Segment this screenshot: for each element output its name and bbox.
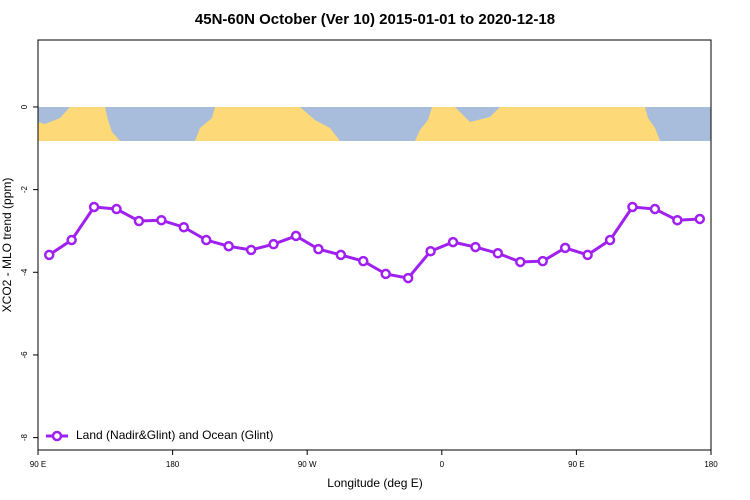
y-tick-label: 0 [20, 104, 29, 109]
x-tick-label: 90 E [568, 460, 584, 469]
point [492, 248, 504, 259]
y-axis-label: XCO2 - MLO trend (ppm) [0, 178, 14, 313]
map-ocean [645, 107, 711, 141]
y-tick-label: -2 [20, 186, 29, 194]
point [582, 249, 593, 261]
legend-label: Land (Nadir&Glint) and Ocean (Glint) [76, 428, 273, 442]
point [335, 249, 347, 261]
point [380, 268, 391, 280]
x-tick-label: 90 E [30, 460, 46, 469]
point [672, 214, 683, 226]
point [133, 215, 145, 227]
point [156, 214, 167, 226]
map-band [38, 107, 711, 141]
point [88, 201, 100, 213]
y-tick-label: -6 [20, 351, 29, 359]
point [313, 243, 324, 255]
map-ocean [105, 107, 215, 141]
point [178, 221, 190, 233]
point [290, 230, 302, 242]
point [402, 272, 414, 284]
point [447, 236, 459, 248]
y-tick-label: -8 [20, 433, 29, 441]
point [358, 255, 369, 267]
x-tick-label: 180 [704, 460, 718, 469]
point [559, 242, 571, 254]
point [694, 213, 706, 225]
map-ocean [38, 107, 70, 124]
x-tick-label: 0 [440, 460, 445, 469]
legend-marker [51, 430, 63, 442]
point [537, 255, 548, 267]
series-line [48, 205, 700, 280]
point [515, 256, 526, 268]
point [43, 249, 55, 261]
point [268, 238, 279, 250]
chart-title: 45N-60N October (Ver 10) 2015-01-01 to 2… [195, 11, 555, 28]
x-axis-label: Longitude (deg E) [327, 476, 422, 490]
point [470, 241, 481, 253]
point [66, 234, 77, 246]
point [425, 245, 436, 257]
map-ocean [455, 107, 500, 122]
x-tick-label: 90 W [298, 460, 317, 469]
x-tick-label: 180 [166, 460, 180, 469]
plot-frame [37, 39, 712, 451]
point [223, 240, 234, 252]
map-ocean [300, 107, 432, 141]
point [111, 203, 122, 215]
point [604, 234, 616, 246]
point [201, 234, 212, 246]
point [245, 244, 257, 256]
y-tick-label: -4 [20, 268, 29, 276]
point [649, 203, 661, 215]
point [627, 201, 638, 213]
